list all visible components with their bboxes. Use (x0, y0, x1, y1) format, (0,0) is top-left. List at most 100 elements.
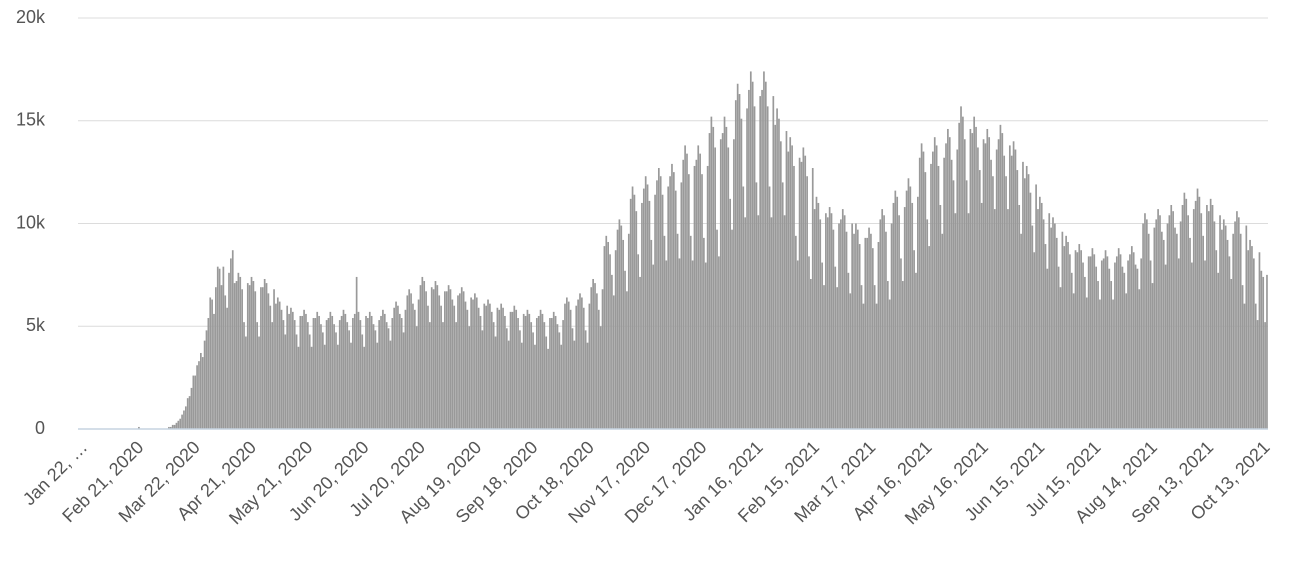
bar (1237, 217, 1240, 429)
bar (849, 293, 852, 429)
bar (723, 116, 726, 429)
bar (721, 133, 724, 429)
bar (928, 246, 930, 429)
bar (932, 151, 934, 429)
bar (975, 126, 977, 429)
bar (188, 396, 191, 429)
bar (243, 322, 245, 429)
bar (1020, 233, 1022, 429)
bar (1042, 219, 1045, 429)
bar (601, 289, 604, 429)
bar (575, 305, 578, 429)
bar (226, 307, 228, 429)
bar (960, 106, 962, 430)
bar (1117, 248, 1120, 429)
bar (714, 147, 716, 429)
bar (641, 202, 643, 429)
bar (1089, 256, 1092, 429)
bar (320, 324, 322, 429)
bar (494, 336, 497, 429)
bar (855, 223, 857, 429)
bar (348, 330, 350, 429)
bar (830, 213, 833, 429)
bar (492, 322, 495, 429)
bar (1119, 254, 1122, 429)
bar (1027, 174, 1030, 429)
bar (1125, 293, 1128, 429)
bar (1256, 320, 1259, 429)
bar (729, 198, 731, 429)
bar (738, 94, 741, 429)
bar (216, 266, 219, 429)
bar (198, 361, 200, 429)
bar (813, 209, 816, 429)
bar (913, 250, 915, 429)
bar (973, 116, 976, 429)
bar (1161, 231, 1163, 429)
bar (748, 89, 750, 430)
bar (706, 165, 709, 429)
bar (761, 89, 763, 430)
bar (755, 182, 758, 429)
bar (596, 293, 598, 429)
bar (398, 313, 401, 429)
bar (562, 320, 564, 429)
bar (644, 176, 647, 429)
bar (550, 318, 553, 429)
bar (169, 426, 172, 429)
bar (1249, 239, 1251, 429)
bar (770, 217, 773, 429)
bar (584, 330, 587, 429)
bar (269, 305, 272, 429)
bar (781, 182, 784, 429)
bar (988, 137, 991, 429)
bar (218, 268, 221, 429)
bar (138, 426, 140, 429)
bar (875, 303, 878, 429)
bar (941, 233, 944, 429)
bar (280, 309, 283, 429)
bar (477, 307, 480, 429)
bar (1023, 178, 1026, 429)
bar (1059, 287, 1062, 429)
bar (175, 422, 178, 429)
bar (455, 322, 457, 429)
bar (963, 139, 966, 429)
bar (725, 126, 728, 429)
bar (421, 276, 424, 429)
bar (825, 213, 827, 429)
bar (652, 264, 655, 429)
bar (372, 324, 375, 429)
bar (838, 223, 840, 429)
bar (1187, 215, 1189, 429)
bar (402, 332, 405, 429)
bar (1176, 233, 1178, 429)
bar (688, 174, 690, 429)
bar (359, 320, 362, 429)
bar (1262, 276, 1265, 429)
bar (1093, 254, 1096, 429)
bar (569, 309, 572, 429)
bar (447, 285, 450, 429)
bar (691, 260, 694, 429)
bar (556, 324, 559, 429)
bar (314, 318, 317, 429)
bar (194, 375, 197, 429)
bar (1112, 299, 1114, 429)
bar (579, 293, 581, 429)
bar (282, 320, 285, 429)
bar (1136, 268, 1139, 429)
bar (699, 153, 701, 429)
bar (759, 96, 762, 429)
bar (1266, 274, 1268, 429)
bar (1012, 141, 1015, 430)
bar (903, 207, 906, 429)
bar (200, 352, 202, 429)
bar (301, 315, 304, 429)
bar (1031, 225, 1034, 429)
bar (222, 266, 225, 429)
bar (382, 309, 384, 429)
bar (798, 157, 801, 430)
bar (177, 420, 180, 429)
bar (481, 330, 484, 429)
